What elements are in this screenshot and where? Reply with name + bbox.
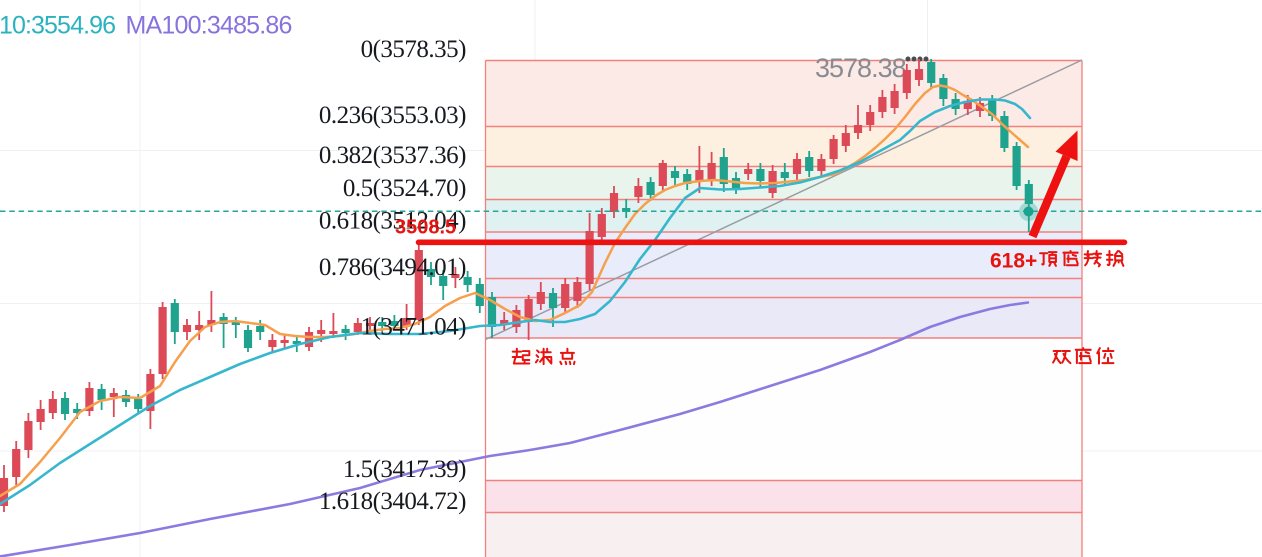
svg-text:1.5(3417.39): 1.5(3417.39) xyxy=(343,456,466,483)
svg-text:MA100:3485.86: MA100:3485.86 xyxy=(126,12,292,40)
svg-text:3508.5: 3508.5 xyxy=(395,217,456,239)
svg-text:618+: 618+ xyxy=(990,250,1037,273)
svg-text:0.618(3512.04): 0.618(3512.04) xyxy=(319,208,466,235)
svg-text:1.618(3404.72): 1.618(3404.72) xyxy=(319,488,466,515)
svg-text:1(3471.04): 1(3471.04) xyxy=(361,314,467,341)
svg-text:0.5(3524.70): 0.5(3524.70) xyxy=(343,175,466,202)
svg-text:0(3578.35): 0(3578.35) xyxy=(361,36,467,63)
svg-text:0.236(3553.03): 0.236(3553.03) xyxy=(319,102,466,129)
svg-text:0.786(3494.01): 0.786(3494.01) xyxy=(319,254,466,281)
svg-text:10:3554.96: 10:3554.96 xyxy=(0,12,115,40)
svg-text:3578.38: 3578.38 xyxy=(815,53,906,83)
svg-text:0.382(3537.36): 0.382(3537.36) xyxy=(319,142,466,169)
